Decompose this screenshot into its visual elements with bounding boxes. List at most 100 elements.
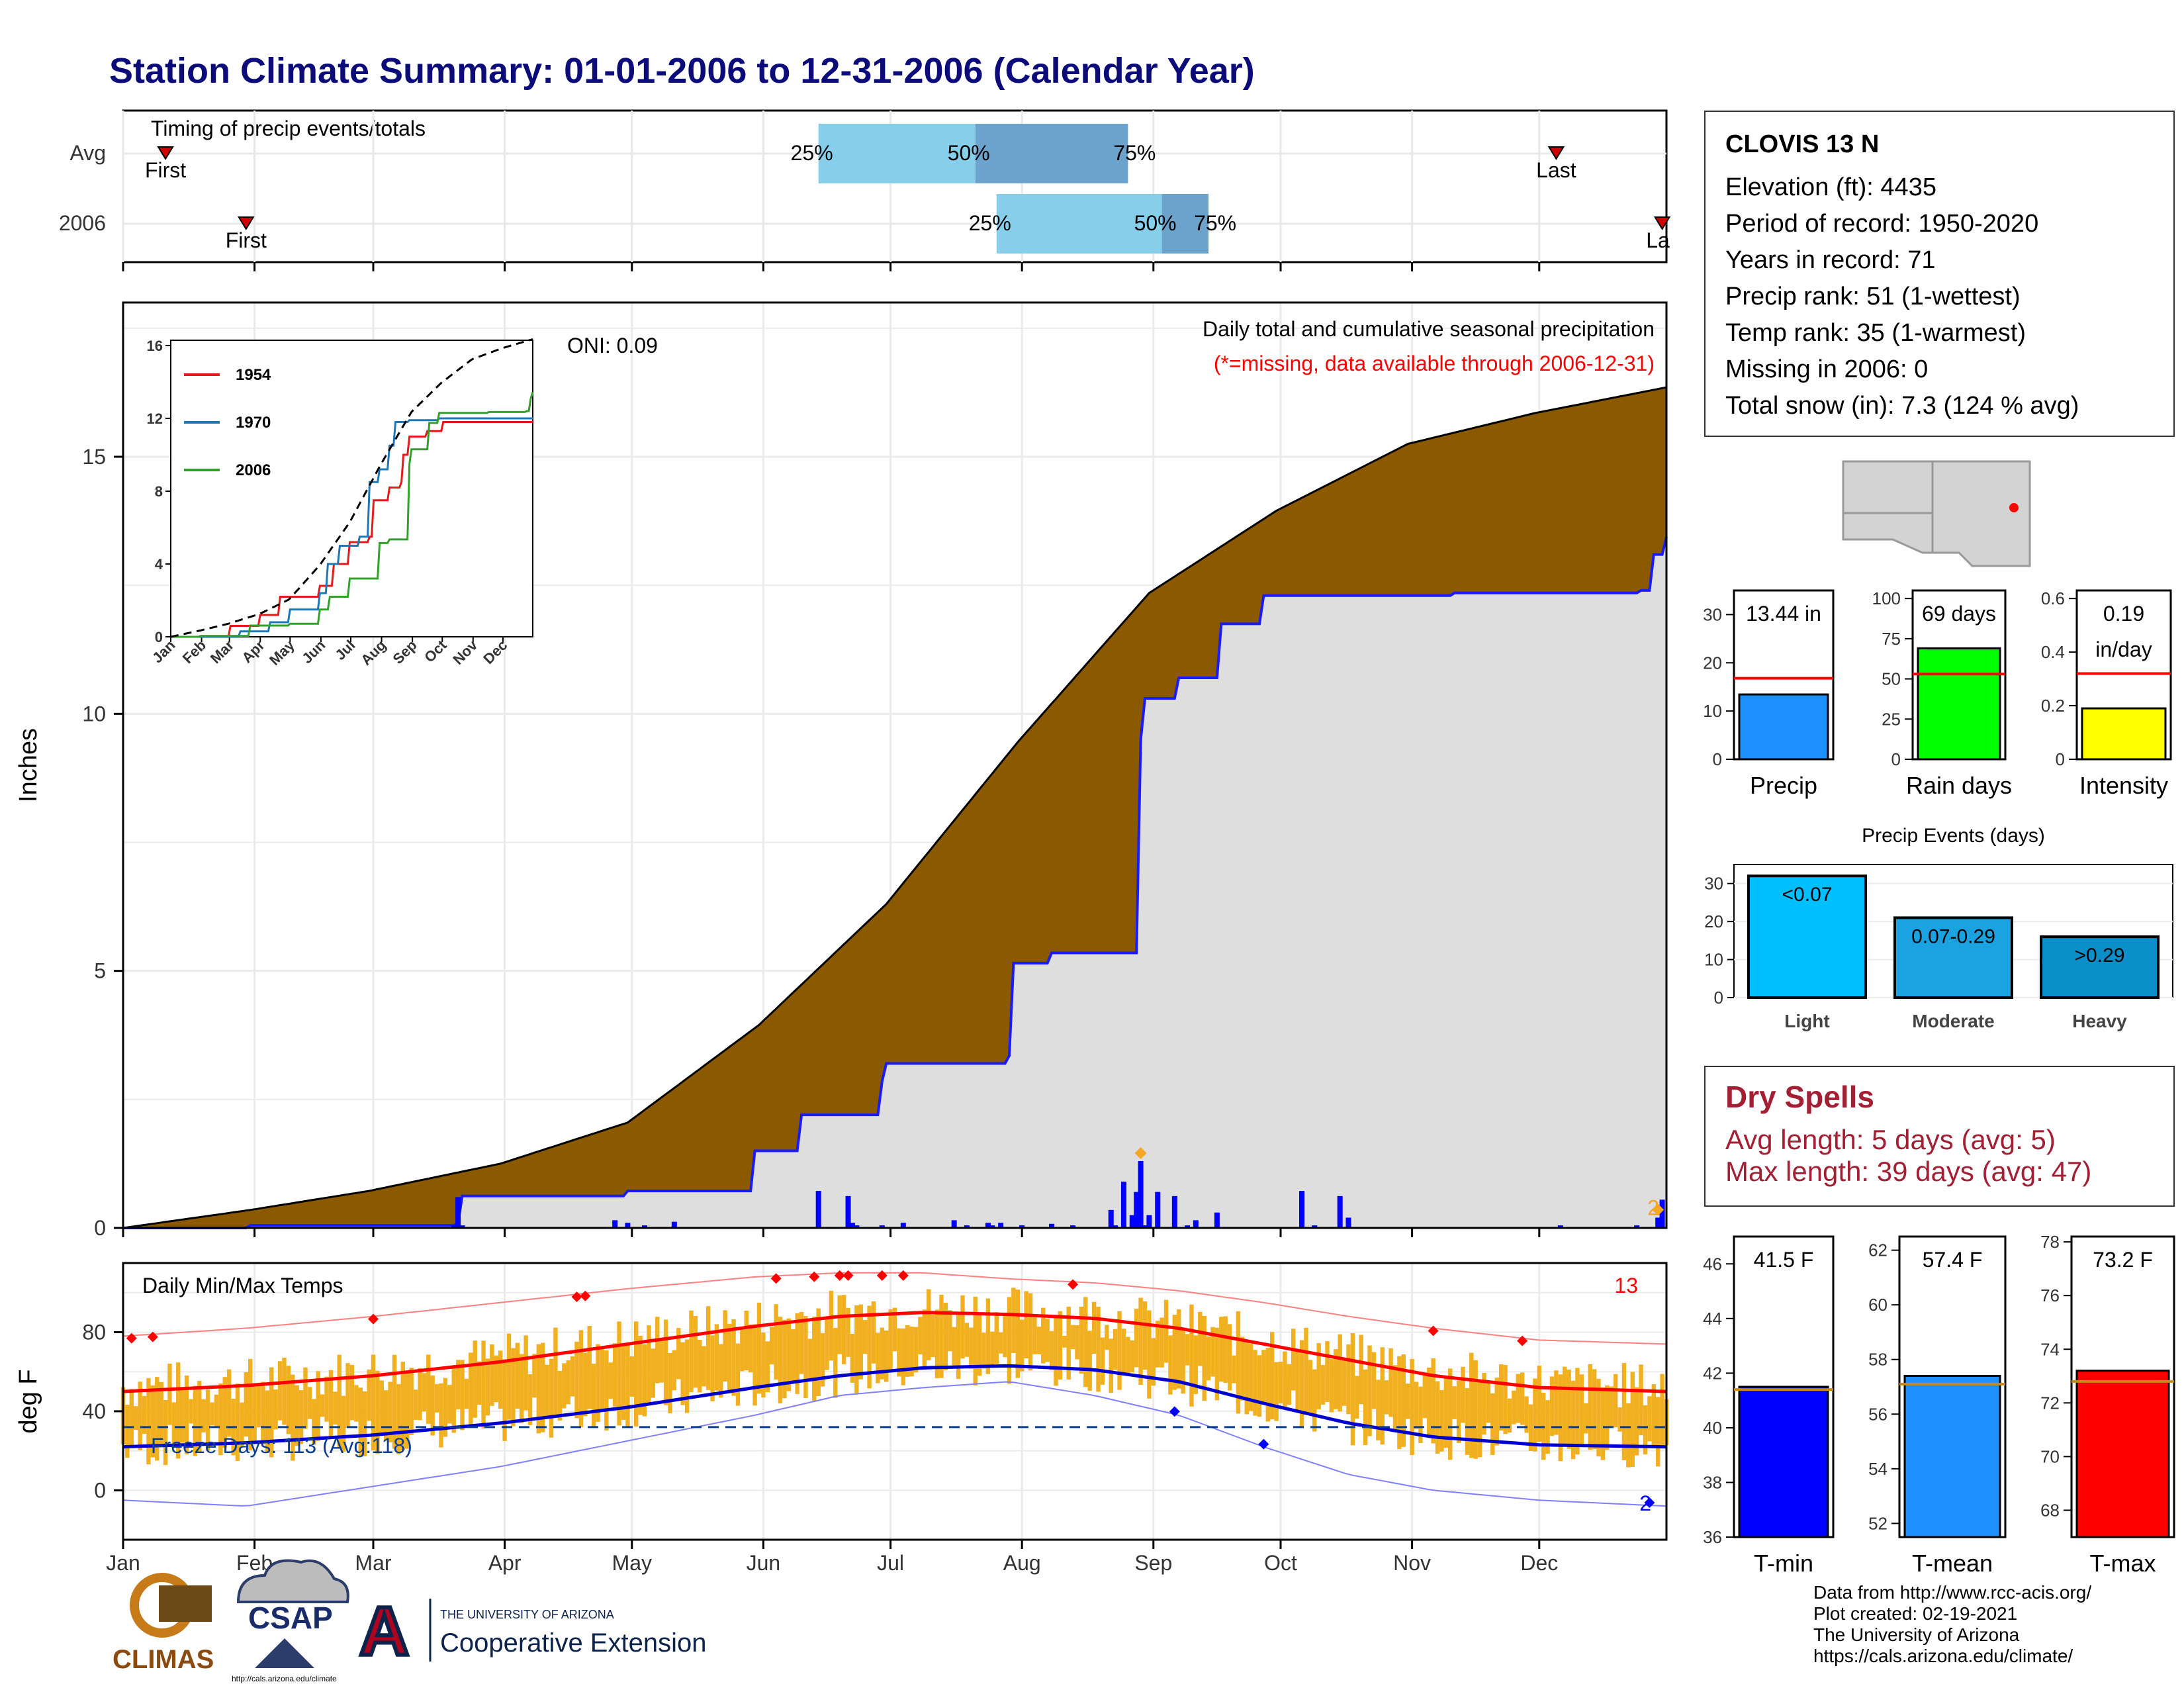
precip-daily-bars: 2 [451, 1147, 1665, 1228]
daily-temp-bar [345, 1363, 350, 1429]
daily-temp-bar [791, 1329, 796, 1382]
daily-temp-bar [1605, 1385, 1610, 1450]
daily-precip-bar [1185, 1225, 1191, 1228]
daily-temp-bar [261, 1382, 265, 1445]
daily-temp-bar [193, 1385, 198, 1456]
summary-bar-ytick-label: 20 [1703, 653, 1722, 673]
footer: Data from http://www.rcc-acis.org/ Plot … [1813, 1582, 2091, 1667]
daily-temp-bar [532, 1354, 537, 1398]
daily-temp-bar [833, 1328, 838, 1398]
daily-temp-bar [1325, 1340, 1330, 1402]
daily-precip-bar [612, 1220, 618, 1228]
daily-temp-bar [222, 1377, 227, 1448]
timing-row-avg-label: Avg [69, 141, 106, 165]
daily-temp-bar [1329, 1358, 1334, 1413]
daily-temp-bar [647, 1325, 651, 1405]
daily-temp-bar [765, 1341, 770, 1393]
daily-temp-bar [176, 1362, 181, 1459]
timing-bar-50-75 [1161, 194, 1209, 254]
inset-frame [170, 340, 533, 637]
daily-temp-bar [854, 1305, 859, 1393]
summary-bar-ytick-label: 0 [1891, 749, 1901, 769]
daily-temp-bar [998, 1332, 1003, 1354]
daily-temp-bar [676, 1328, 681, 1380]
state-map-thumbnail [1842, 460, 2031, 567]
daily-temp-bar [1512, 1390, 1516, 1425]
daily-temp-bar [931, 1314, 935, 1358]
daily-temp-bar [481, 1340, 486, 1429]
inset-ytick-label: 16 [147, 338, 163, 354]
daily-temp-bar [829, 1290, 834, 1361]
daily-temp-bar [1244, 1342, 1249, 1415]
timing-panel: Timing of precip events/totals Avg 2006 … [59, 109, 1671, 271]
daily-temp-bar [1558, 1374, 1563, 1462]
first-event-marker [157, 146, 174, 160]
daily-temp-bar [197, 1380, 202, 1452]
record-low-marker [1169, 1406, 1180, 1417]
daily-temp-bar [684, 1339, 690, 1413]
daily-temp-bar [948, 1310, 952, 1352]
inset-ytick-label: 8 [155, 483, 163, 500]
daily-temp-bar [655, 1317, 660, 1383]
daily-temp-bar [562, 1363, 567, 1409]
daily-temp-bar [1376, 1380, 1381, 1441]
temp-summary-bars: 36 38 40 42 44 46 41.5 F T-min 52 54 56 58 60 62 57.4 … [1703, 1232, 2175, 1577]
summary-bar-ytick-label: 58 [1868, 1350, 1888, 1370]
daily-temp-bar [862, 1320, 868, 1354]
precip-subtitle: (*=missing, data available through 2006-… [1214, 352, 1655, 375]
events-title: Precip Events (days) [1862, 825, 2045, 847]
daily-temp-bar [400, 1362, 406, 1450]
daily-temp-bar [333, 1391, 338, 1425]
daily-temp-bar [1380, 1347, 1385, 1445]
daily-temp-bar [1342, 1359, 1347, 1406]
record-low-marker [1258, 1438, 1269, 1450]
daily-temp-bar [884, 1330, 889, 1382]
daily-temp-bar [396, 1383, 401, 1454]
daily-temp-bar [1295, 1350, 1300, 1411]
daily-temp-bar [443, 1378, 448, 1437]
daily-temp-bar [566, 1360, 570, 1405]
daily-temp-bar [218, 1383, 223, 1456]
daily-temp-bar [1142, 1301, 1148, 1370]
daily-temp-bar [1007, 1297, 1012, 1384]
daily-temp-bar [960, 1295, 965, 1359]
daily-temp-bar [1537, 1365, 1542, 1442]
daily-temp-bar [286, 1366, 291, 1434]
events-category-label: Heavy [2072, 1011, 2127, 1031]
daily-temp-bar [265, 1390, 270, 1454]
daily-temp-bar [1062, 1335, 1067, 1348]
temp-ylabel: deg F [15, 1369, 42, 1433]
daily-temp-bar [1596, 1378, 1601, 1457]
daily-temp-bar [969, 1327, 974, 1369]
summary-bar-value-label: 41.5 F [1754, 1248, 1814, 1272]
summary-bar [2075, 1370, 2170, 1538]
daily-precip-bar [625, 1223, 631, 1228]
daily-temp-bar [756, 1302, 762, 1394]
record-high-marker [367, 1313, 379, 1325]
daily-temp-bar [1655, 1397, 1661, 1467]
daily-temp-bar [1087, 1331, 1092, 1391]
daily-temp-bar [723, 1310, 727, 1382]
timing-label-50: 50% [1134, 211, 1177, 235]
daily-temp-bar [375, 1370, 380, 1454]
summary-bar-ytick-label: 56 [1868, 1404, 1888, 1424]
daily-temp-bar [273, 1389, 278, 1430]
ua-small-text: THE UNIVERSITY OF ARIZONA [440, 1608, 614, 1621]
map-outline [1842, 460, 2031, 567]
daily-temp-bar [659, 1340, 664, 1383]
daily-temp-bar [256, 1382, 261, 1428]
csap-url: http://cals.arizona.edu/climate [232, 1674, 337, 1683]
daily-temp-bar [502, 1359, 507, 1441]
daily-temp-bar [1049, 1331, 1054, 1370]
daily-temp-bar [744, 1310, 749, 1371]
daily-precip-bar [1345, 1217, 1351, 1228]
summary-bar-ytick-label: 10 [1703, 701, 1722, 721]
daily-temp-bar [1567, 1369, 1571, 1449]
daily-precip-bar [849, 1223, 855, 1228]
daily-temp-bar [867, 1305, 872, 1389]
daily-precip-bar [845, 1196, 851, 1228]
station-info-row: Total snow (in): 7.3 (124 % avg) [1725, 392, 2079, 420]
daily-temp-bar [943, 1302, 948, 1370]
daily-temp-bar [918, 1317, 923, 1355]
summary-bar-value-label: 57.4 F [1923, 1248, 1983, 1272]
